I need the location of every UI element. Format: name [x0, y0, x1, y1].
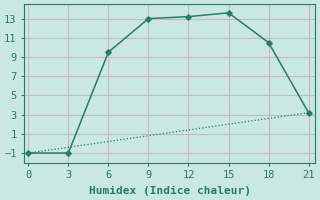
X-axis label: Humidex (Indice chaleur): Humidex (Indice chaleur): [89, 186, 251, 196]
